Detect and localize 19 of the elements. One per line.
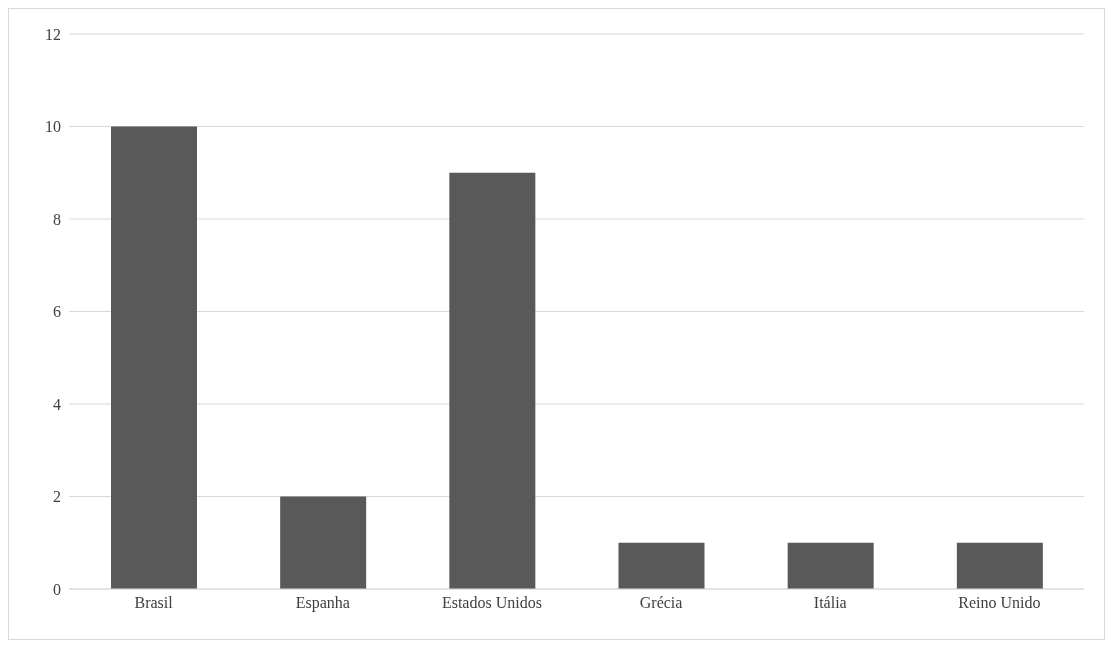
bar [449, 172, 536, 589]
bar [111, 126, 197, 589]
y-tick-label: 8 [53, 210, 61, 228]
x-tick-label: Estados Unidos [441, 594, 542, 612]
x-tick-label: Grécia [639, 594, 683, 612]
y-tick-label: 12 [45, 25, 61, 43]
y-tick-label: 0 [53, 580, 61, 598]
x-tick-label: Reino Unido [958, 594, 1041, 612]
x-tick-label: Brasil [134, 594, 174, 612]
bar [618, 542, 705, 589]
y-tick-label: 10 [45, 118, 61, 136]
y-tick-label: 2 [53, 488, 61, 506]
y-tick-label: 6 [53, 303, 61, 321]
bar [956, 542, 1043, 589]
x-tick-label: Itália [813, 594, 847, 612]
y-tick-label: 4 [53, 395, 61, 413]
x-tick-label: Espanha [295, 594, 350, 613]
bar [787, 542, 874, 589]
bar [280, 496, 367, 589]
